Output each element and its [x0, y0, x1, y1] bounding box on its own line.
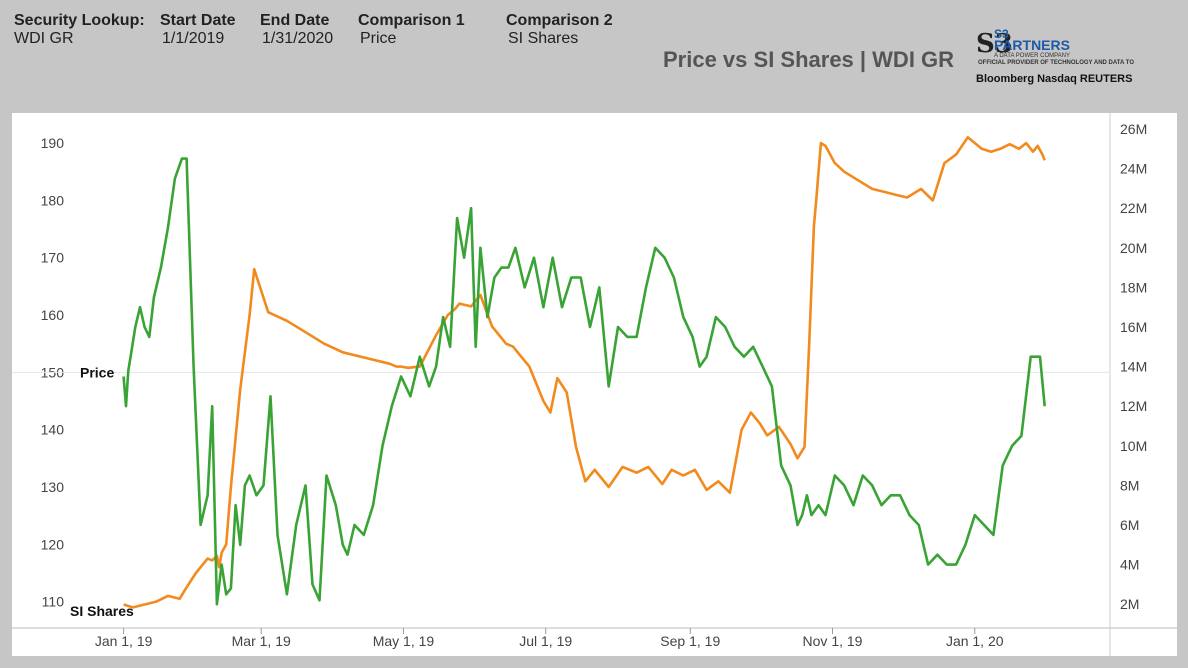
- y-right-tick-label: 16M: [1120, 319, 1147, 335]
- y-left-tick-label: 170: [41, 250, 65, 266]
- security-lookup-label: Security Lookup:: [14, 12, 145, 29]
- y-left-tick-label: 180: [41, 192, 65, 208]
- y-right-tick-label: 18M: [1120, 279, 1147, 295]
- y-right-tick-label: 14M: [1120, 359, 1147, 375]
- start-date-value[interactable]: 1/1/2019: [162, 30, 225, 47]
- y-left-tick-label: 110: [42, 594, 65, 610]
- y-right-tick-label: 4M: [1120, 557, 1139, 573]
- y-right-tick-label: 26M: [1120, 121, 1147, 137]
- chart-axes: 1101201301401501601701801902M4M6M8M10M12…: [12, 113, 1177, 656]
- y-left-tick-label: 140: [41, 422, 65, 438]
- logo-line-2: PARTNERS: [994, 37, 1070, 53]
- x-tick-label: Nov 1, 19: [803, 633, 863, 649]
- end-date-label: End Date: [260, 12, 330, 29]
- y-left-tick-label: 190: [41, 135, 65, 151]
- y-left-tick-label: 120: [41, 536, 65, 552]
- x-tick-label: Sep 1, 19: [660, 633, 720, 649]
- start-date-label: Start Date: [160, 12, 236, 29]
- y-right-tick-label: 22M: [1120, 200, 1147, 216]
- x-tick-label: Jan 1, 19: [95, 633, 153, 649]
- chart-series: [122, 135, 1046, 609]
- y-right-tick-label: 24M: [1120, 161, 1147, 177]
- price-line: [123, 135, 1046, 609]
- comparison-2-label: Comparison 2: [506, 12, 613, 29]
- y-left-tick-label: 130: [41, 479, 65, 495]
- comparison-1-value[interactable]: Price: [360, 30, 397, 47]
- y-right-tick-label: 2M: [1120, 596, 1139, 612]
- s3-logo-icon: S3: [976, 29, 1013, 59]
- chart-area: 110 120 130 140 150 160 170 180 190 2M 4M 6M 8M 10M 12…: [12, 113, 1177, 656]
- y-right-tick-label: 12M: [1120, 398, 1147, 414]
- security-lookup-value[interactable]: WDI GR: [14, 30, 74, 47]
- logo-line-1: S3: [994, 27, 1009, 41]
- chart-annotations: Price SI Shares: [70, 364, 134, 619]
- logo-line-4: OFFICIAL PROVIDER OF TECHNOLOGY AND DATA…: [978, 60, 1135, 66]
- comparison-2-value[interactable]: SI Shares: [508, 30, 579, 47]
- y-right-tick-label: 6M: [1120, 517, 1139, 533]
- s3-partners-logo: S3 S3 PARTNERS A DATA POWER COMPANY OFFI…: [972, 27, 1182, 97]
- x-tick-label: Jan 1, 20: [946, 633, 1004, 649]
- line-chart: 1101201301401501601701801902M4M6M8M10M12…: [12, 113, 1177, 656]
- y-right-tick-label: 10M: [1120, 438, 1147, 454]
- end-date-value[interactable]: 1/31/2020: [262, 30, 334, 47]
- logo-line-3: A DATA POWER COMPANY: [994, 53, 1071, 59]
- price-series-label: Price: [80, 364, 114, 380]
- comparison-1-label: Comparison 1: [358, 12, 465, 29]
- si-shares-line: [122, 157, 1046, 606]
- x-tick-label: Jul 1, 19: [519, 633, 572, 649]
- x-tick-label: Mar 1, 19: [232, 633, 291, 649]
- si-shares-series-label: SI Shares: [70, 603, 134, 619]
- y-left-tick-label: 160: [41, 307, 65, 323]
- y-right-tick-label: 8M: [1120, 477, 1139, 493]
- chart-title: Price vs SI Shares | WDI GR: [663, 47, 955, 72]
- logo-brands: Bloomberg Nasdaq REUTERS: [976, 73, 1133, 85]
- x-tick-label: May 1, 19: [373, 633, 435, 649]
- y-right-tick-label: 20M: [1120, 240, 1147, 256]
